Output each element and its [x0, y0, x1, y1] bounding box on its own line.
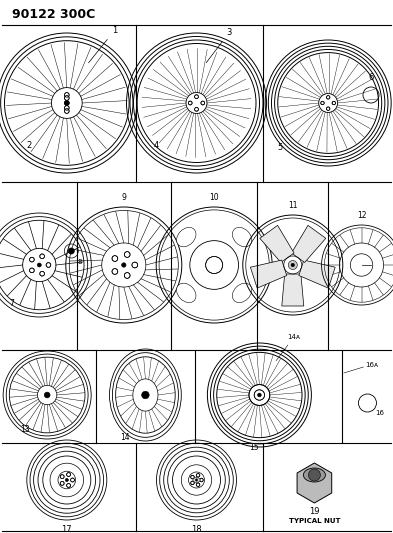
Text: 2: 2: [26, 141, 31, 149]
Text: 90122 300C: 90122 300C: [12, 8, 95, 21]
Circle shape: [64, 109, 69, 114]
Circle shape: [65, 479, 68, 482]
Circle shape: [195, 95, 198, 99]
Ellipse shape: [232, 228, 252, 247]
Text: 7: 7: [9, 298, 14, 308]
Ellipse shape: [303, 468, 325, 482]
Text: 4: 4: [154, 141, 159, 149]
Circle shape: [112, 256, 118, 261]
Circle shape: [332, 101, 336, 104]
Circle shape: [64, 96, 69, 100]
Ellipse shape: [176, 283, 196, 303]
Text: 14: 14: [121, 432, 130, 441]
Text: 10: 10: [209, 192, 219, 201]
Circle shape: [29, 268, 34, 273]
Text: 5: 5: [277, 143, 283, 152]
Text: 12: 12: [357, 211, 366, 220]
Circle shape: [71, 478, 74, 482]
Circle shape: [191, 475, 194, 479]
Polygon shape: [299, 260, 335, 288]
Circle shape: [124, 272, 130, 278]
Circle shape: [40, 254, 44, 259]
Circle shape: [121, 263, 126, 267]
Text: 6: 6: [368, 74, 374, 83]
Circle shape: [309, 469, 320, 481]
Circle shape: [200, 478, 203, 482]
Polygon shape: [282, 274, 304, 306]
Circle shape: [195, 479, 198, 481]
Ellipse shape: [133, 379, 158, 411]
Circle shape: [46, 263, 51, 268]
Circle shape: [60, 481, 64, 486]
Circle shape: [321, 101, 324, 104]
Circle shape: [29, 257, 34, 262]
Circle shape: [249, 385, 270, 406]
Circle shape: [68, 248, 74, 254]
Circle shape: [188, 101, 192, 105]
Circle shape: [327, 95, 330, 99]
Circle shape: [291, 263, 295, 267]
Circle shape: [196, 483, 200, 487]
Text: 16: 16: [375, 410, 384, 416]
Polygon shape: [292, 225, 326, 262]
Circle shape: [67, 473, 70, 477]
Circle shape: [195, 108, 198, 111]
Text: 18: 18: [191, 526, 202, 533]
Circle shape: [64, 101, 69, 106]
Circle shape: [67, 483, 70, 487]
Ellipse shape: [193, 478, 200, 482]
Circle shape: [64, 106, 69, 110]
Text: 14ᴀ: 14ᴀ: [276, 334, 300, 361]
Circle shape: [40, 271, 44, 276]
Ellipse shape: [176, 228, 196, 247]
Text: TYPICAL NUT: TYPICAL NUT: [288, 518, 340, 524]
Circle shape: [132, 262, 138, 268]
Circle shape: [37, 263, 41, 267]
Polygon shape: [297, 463, 332, 503]
Text: 3: 3: [206, 28, 232, 63]
Circle shape: [124, 252, 130, 257]
Ellipse shape: [232, 283, 252, 303]
Circle shape: [60, 475, 64, 479]
Circle shape: [327, 107, 330, 110]
Text: 9: 9: [121, 192, 126, 201]
Text: 11: 11: [288, 200, 298, 209]
Text: 16ᴀ: 16ᴀ: [365, 362, 378, 368]
Circle shape: [254, 390, 264, 400]
Circle shape: [257, 393, 261, 397]
Circle shape: [64, 93, 69, 97]
Text: 19: 19: [309, 507, 320, 516]
Circle shape: [196, 473, 200, 477]
Circle shape: [44, 392, 50, 398]
Circle shape: [64, 101, 69, 106]
Circle shape: [351, 254, 373, 276]
Polygon shape: [260, 225, 294, 262]
Circle shape: [288, 261, 297, 270]
Text: 8: 8: [77, 259, 82, 265]
Text: 17: 17: [61, 526, 72, 533]
Circle shape: [141, 391, 149, 399]
Text: 15: 15: [250, 442, 259, 451]
Circle shape: [191, 481, 194, 484]
Polygon shape: [250, 260, 287, 288]
Circle shape: [206, 256, 223, 273]
Text: 13: 13: [20, 424, 30, 433]
Circle shape: [201, 101, 205, 105]
Text: 1: 1: [88, 26, 117, 63]
Circle shape: [112, 269, 118, 274]
